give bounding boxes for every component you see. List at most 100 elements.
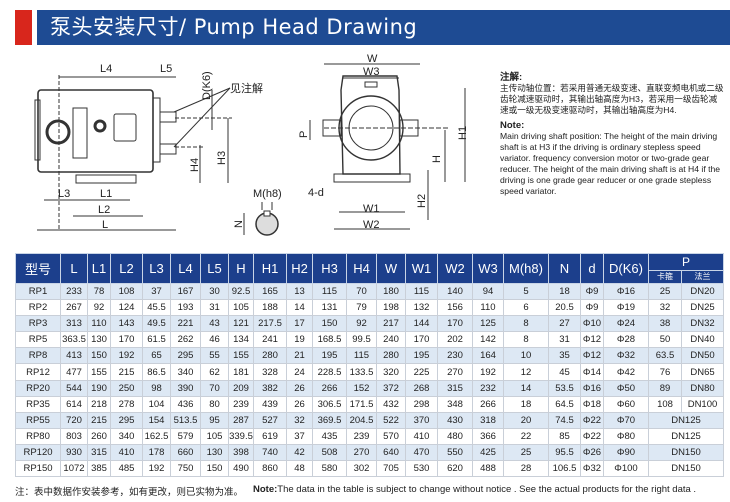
table-cell: 53.5 bbox=[548, 379, 581, 397]
table-cell: 125 bbox=[472, 315, 504, 333]
table-cell: 110 bbox=[472, 299, 504, 317]
table-cell: 614 bbox=[60, 395, 88, 413]
table-cell: DN40 bbox=[681, 331, 724, 349]
table-row: RP3 313 110 143 49.5 221 43 121 217.5 17 150 92 217 1… bbox=[15, 315, 724, 333]
table-cell: 25 bbox=[648, 282, 682, 301]
table-cell: 79 bbox=[346, 299, 377, 317]
table-cell: Φ90 bbox=[603, 443, 649, 462]
table-cell: DN80 bbox=[681, 379, 724, 397]
label-L4: L4 bbox=[100, 63, 112, 75]
table-cell: 8 bbox=[503, 331, 549, 349]
table-cell: RP80 bbox=[15, 427, 61, 445]
table-cell: 313 bbox=[60, 315, 88, 333]
table-cell: 339.5 bbox=[228, 427, 254, 445]
table-cell: 398 bbox=[228, 443, 254, 462]
header-cell: H1 bbox=[253, 253, 287, 284]
table-cell: 425 bbox=[472, 443, 504, 462]
table-cell: 477 bbox=[60, 363, 88, 381]
table-cell: Φ18 bbox=[580, 395, 604, 413]
table-cell: Φ60 bbox=[603, 395, 649, 413]
table-cell: 370 bbox=[405, 411, 438, 429]
page-title: 泵头安装尺寸/ Pump Head Drawing bbox=[37, 10, 730, 45]
table-cell: DN50 bbox=[681, 347, 724, 365]
table-cell: 270 bbox=[346, 443, 377, 462]
table-cell: 233 bbox=[60, 282, 88, 301]
table-cell: RP120 bbox=[15, 443, 61, 462]
table-cell: 5 bbox=[503, 282, 549, 301]
table-cell: 26 bbox=[286, 379, 313, 397]
table-cell: 413 bbox=[60, 347, 88, 365]
table-cell: 1072 bbox=[60, 460, 88, 478]
table-cell: 20 bbox=[503, 411, 549, 429]
table-cell: 488 bbox=[472, 460, 504, 478]
table-cell: 193 bbox=[170, 299, 201, 317]
installation-notes: 注解: 主传动轴位置：若采用普通无级变速、直联变频电机或二级齿轮减速驱动时，其输… bbox=[500, 72, 725, 201]
table-cell: 164 bbox=[472, 347, 504, 365]
notes-cn-heading: 注解: bbox=[500, 72, 523, 83]
table-cell: 70 bbox=[200, 379, 229, 397]
table-cell: 348 bbox=[437, 395, 473, 413]
footer-note-en-text: The data in the table is subject to chan… bbox=[277, 484, 697, 495]
table-cell: RP35 bbox=[15, 395, 61, 413]
table-row: RP8 413 150 192 65 295 55 155 280 21 195 115 280 195 2… bbox=[15, 347, 724, 365]
table-cell: 130 bbox=[87, 331, 111, 349]
table-row: RP120 930 315 410 178 660 130 398 740 42 508 270 640… bbox=[15, 443, 724, 462]
table-cell: 209 bbox=[228, 379, 254, 397]
table-cell: 266 bbox=[472, 395, 504, 413]
table-cell: 14 bbox=[286, 299, 313, 317]
header-cell: W3 bbox=[472, 253, 504, 284]
table-cell: 134 bbox=[228, 331, 254, 349]
table-cell: 436 bbox=[170, 395, 201, 413]
table-cell: RP55 bbox=[15, 411, 61, 429]
table-cell: 150 bbox=[87, 347, 111, 365]
table-cell: 50 bbox=[648, 331, 682, 349]
table-cell: 133.5 bbox=[346, 363, 377, 381]
table-cell: 218 bbox=[87, 395, 111, 413]
table-cell: 43 bbox=[200, 315, 229, 333]
table-cell: 8 bbox=[503, 315, 549, 333]
table-cell: 18 bbox=[503, 395, 549, 413]
table-cell: 705 bbox=[376, 460, 406, 478]
table-cell: Φ24 bbox=[603, 315, 649, 333]
table-cell: 720 bbox=[60, 411, 88, 429]
table-row: RP20 544 190 250 98 390 70 209 382 26 266 152 372 268… bbox=[15, 379, 724, 397]
table-cell: 92 bbox=[346, 315, 377, 333]
table-cell: 70 bbox=[346, 282, 377, 301]
table-cell: 115 bbox=[346, 347, 377, 365]
header-cell: H bbox=[228, 253, 254, 284]
table-cell: 78 bbox=[87, 282, 111, 301]
label-W3: W3 bbox=[363, 66, 380, 78]
table-cell: 152 bbox=[346, 379, 377, 397]
table-cell: Φ9 bbox=[580, 299, 604, 317]
table-cell: 155 bbox=[228, 347, 254, 365]
header-P: P bbox=[648, 253, 724, 271]
table-cell: 640 bbox=[376, 443, 406, 462]
table-cell: 132 bbox=[405, 299, 438, 317]
shaft-section-drawing bbox=[243, 202, 279, 236]
table-cell: Φ19 bbox=[603, 299, 649, 317]
table-cell: 579 bbox=[170, 427, 201, 445]
table-cell: 105 bbox=[228, 299, 254, 317]
table-cell: 95.5 bbox=[548, 443, 581, 462]
table-cell: 410 bbox=[110, 443, 143, 462]
table-cell: Φ32 bbox=[603, 347, 649, 365]
table-cell: 26 bbox=[286, 395, 313, 413]
table-cell: 740 bbox=[253, 443, 287, 462]
table-cell: 278 bbox=[110, 395, 143, 413]
table-cell: 480 bbox=[437, 427, 473, 445]
table-cell: 65 bbox=[142, 347, 171, 365]
table-cell: Φ9 bbox=[580, 282, 604, 301]
label-H: H bbox=[431, 155, 443, 163]
label-W: W bbox=[367, 53, 378, 65]
table-cell: Φ16 bbox=[603, 282, 649, 301]
table-cell: 131 bbox=[312, 299, 347, 317]
table-cell: 25 bbox=[503, 443, 549, 462]
table-cell: RP5 bbox=[15, 331, 61, 349]
header-cell: M(h8) bbox=[503, 253, 549, 284]
table-cell: 241 bbox=[253, 331, 287, 349]
table-cell: 156 bbox=[437, 299, 473, 317]
table-cell: 115 bbox=[405, 282, 438, 301]
label-H1: H1 bbox=[457, 126, 469, 140]
table-cell: 45 bbox=[548, 363, 581, 381]
table-cell: 170 bbox=[110, 331, 143, 349]
